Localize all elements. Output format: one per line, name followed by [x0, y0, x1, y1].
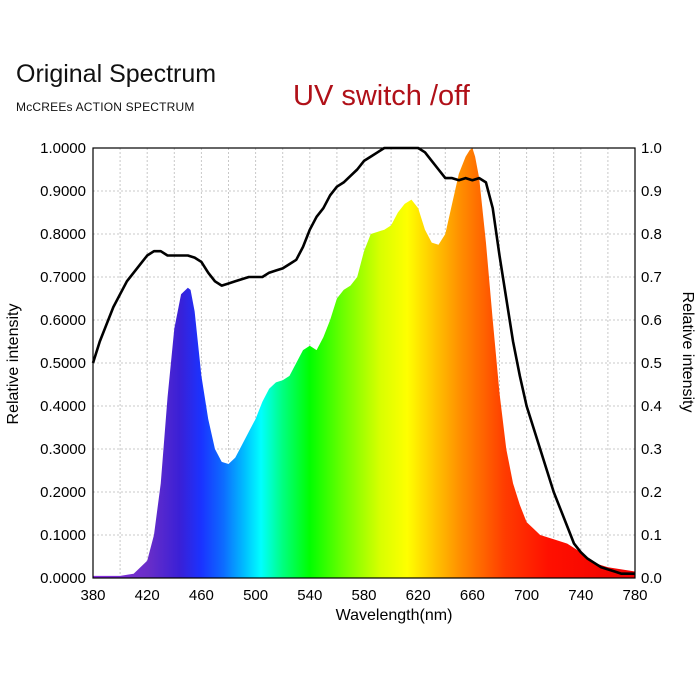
- y2-tick-label: 1.0: [641, 140, 662, 157]
- x-tick-label: 380: [80, 587, 105, 604]
- y-tick-label: 0.8000: [40, 226, 86, 243]
- x-axis: 380 420 460 500 540 580 620 660 700 740 780: [80, 587, 647, 604]
- y2-tick-label: 0.0: [641, 570, 662, 587]
- chart-subtitle: McCREEs ACTION SPECTRUM: [16, 100, 195, 114]
- y-tick-label: 0.7000: [40, 269, 86, 286]
- action-spectrum-line: [91, 146, 635, 576]
- y2-tick-label: 0.8: [641, 226, 662, 243]
- x-tick-label: 580: [351, 587, 376, 604]
- y2-tick-label: 0.9: [641, 183, 662, 200]
- y-axis-left: 0.0000 0.1000 0.2000 0.3000 0.4000 0.5000 0.60…: [40, 140, 86, 587]
- y2-tick-label: 0.3: [641, 441, 662, 458]
- y-tick-label: 0.1000: [40, 527, 86, 544]
- spectrum-area: [93, 148, 635, 578]
- y2-axis-label: Relative intensity: [679, 292, 696, 413]
- x-tick-label: 460: [189, 587, 214, 604]
- x-tick-label: 700: [514, 587, 539, 604]
- x-tick-label: 420: [135, 587, 160, 604]
- y-tick-label: 0.3000: [40, 441, 86, 458]
- x-tick-label: 540: [297, 587, 322, 604]
- y-axis-label: Relative intensity: [5, 304, 22, 425]
- x-axis-label: Wavelength(nm): [336, 607, 453, 624]
- y-tick-label: 0.0000: [40, 570, 86, 587]
- y2-tick-label: 0.7: [641, 269, 662, 286]
- y2-tick-label: 0.1: [641, 527, 662, 544]
- y2-tick-label: 0.6: [641, 312, 662, 329]
- x-tick-label: 500: [243, 587, 268, 604]
- plot-frame: [92, 147, 636, 579]
- x-tick-label: 660: [460, 587, 485, 604]
- x-tick-label: 780: [622, 587, 647, 604]
- chart-title: Original Spectrum: [16, 60, 217, 88]
- y-tick-label: 0.4000: [40, 398, 86, 415]
- y-tick-label: 1.0000: [40, 140, 86, 157]
- x-tick-label: 620: [406, 587, 431, 604]
- y-tick-label: 0.9000: [40, 183, 86, 200]
- y-axis-right: 0.0 0.1 0.2 0.3 0.4 0.5 0.6 0.7 0.8 0.9 1.0: [641, 140, 662, 587]
- x-tick-label: 740: [568, 587, 593, 604]
- y-tick-label: 0.6000: [40, 312, 86, 329]
- y2-tick-label: 0.4: [641, 398, 662, 415]
- y-tick-label: 0.2000: [40, 484, 86, 501]
- y-tick-label: 0.5000: [40, 355, 86, 372]
- y2-tick-label: 0.5: [641, 355, 662, 372]
- y2-tick-label: 0.2: [641, 484, 662, 501]
- uv-switch-annotation: UV switch /off: [293, 80, 470, 112]
